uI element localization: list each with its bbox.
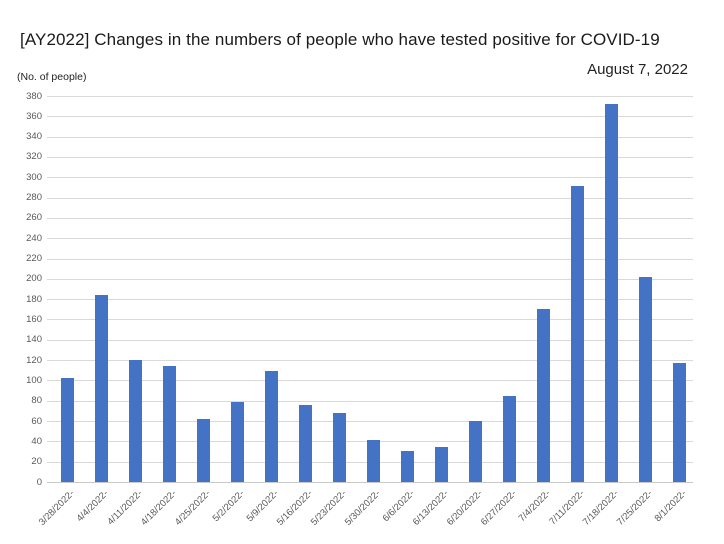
bar-4-11-2022-	[128, 360, 142, 482]
x-tick-label: 4/18/2022-	[138, 488, 179, 528]
bar-6-6-2022-	[400, 450, 414, 482]
y-tick-label: 220	[26, 253, 42, 265]
bar-5-30-2022-	[366, 440, 380, 482]
gridline-0	[47, 482, 693, 483]
x-tick-label: 4/25/2022-	[172, 488, 213, 528]
y-tick-label: 200	[26, 273, 42, 285]
y-tick-label: 0	[36, 476, 42, 488]
y-tick-label: 320	[26, 151, 42, 163]
y-tick-label: 300	[26, 171, 42, 183]
x-tick-label: 5/23/2022-	[308, 488, 349, 528]
chart-title: [AY2022] Changes in the numbers of peopl…	[20, 30, 660, 49]
x-tick-label: 4/11/2022-	[105, 488, 145, 528]
gridline-80	[47, 400, 693, 402]
y-tick-label: 360	[26, 110, 42, 122]
bar-7-25-2022-	[638, 276, 652, 482]
gridline-380	[47, 96, 693, 97]
y-tick-label: 60	[31, 415, 42, 427]
x-tick-label: 3/28/2022-	[36, 488, 77, 528]
gridline-280	[47, 197, 693, 199]
x-tick-label: 7/11/2022-	[547, 488, 587, 528]
bar-5-23-2022-	[332, 412, 346, 482]
x-tick-label: 6/27/2022-	[478, 488, 519, 528]
y-tick-label: 180	[26, 293, 42, 305]
gridline-340	[47, 136, 693, 138]
gridline-240	[47, 238, 693, 240]
bar-5-2-2022-	[230, 401, 244, 482]
x-tick-label: 5/16/2022-	[274, 488, 315, 528]
bar-5-16-2022-	[298, 404, 312, 482]
gridline-200	[47, 278, 693, 280]
gridline-320	[47, 156, 693, 158]
y-tick-label: 80	[31, 395, 42, 407]
x-tick-label: 7/18/2022-	[580, 488, 621, 528]
gridline-180	[47, 299, 693, 301]
gridline-120	[47, 360, 693, 362]
y-tick-label: 140	[26, 334, 42, 346]
y-tick-label: 380	[26, 90, 42, 102]
gridline-160	[47, 319, 693, 321]
gridline-100	[47, 380, 693, 382]
bar-4-4-2022-	[94, 295, 108, 482]
bar-4-25-2022-	[196, 419, 210, 482]
x-tick-label: 7/25/2022-	[614, 488, 655, 528]
x-tick-label: 6/13/2022-	[410, 488, 451, 528]
y-tick-label: 100	[26, 374, 42, 386]
x-tick-label: 5/30/2022-	[342, 488, 383, 528]
gridline-360	[47, 116, 693, 118]
y-tick-label: 340	[26, 131, 42, 143]
x-tick-label: 5/2/2022-	[210, 488, 247, 525]
gridline-60	[47, 421, 693, 423]
gridline-260	[47, 217, 693, 219]
gridline-300	[47, 177, 693, 179]
y-tick-label: 120	[26, 354, 42, 366]
y-tick-label: 240	[26, 232, 42, 244]
bar-3-28-2022-	[60, 378, 74, 482]
report-date: August 7, 2022	[587, 61, 688, 78]
bar-7-4-2022-	[536, 309, 550, 482]
bar-7-18-2022-	[604, 104, 618, 482]
x-tick-label: 6/20/2022-	[444, 488, 485, 528]
bar-6-27-2022-	[502, 395, 516, 482]
bar-6-20-2022-	[468, 421, 482, 482]
y-tick-label: 40	[31, 435, 42, 447]
bar-7-11-2022-	[570, 186, 584, 482]
plot-area: 0 20 40 60 80 100 120 140 160 180 200 220 240 260 280 3…	[26, 91, 693, 528]
y-axis-unit-label: (No. of people)	[17, 71, 87, 83]
gridline-140	[47, 339, 693, 341]
bar-8-1-2022-	[672, 363, 686, 482]
x-tick-label: 8/1/2022-	[652, 488, 689, 525]
y-tick-label: 20	[31, 456, 42, 468]
bar-5-9-2022-	[264, 371, 278, 482]
gridline-220	[47, 258, 693, 260]
y-tick-label: 160	[26, 313, 42, 325]
y-tick-label: 260	[26, 212, 42, 224]
bar-4-18-2022-	[162, 366, 176, 482]
bar-6-13-2022-	[434, 447, 448, 482]
y-tick-label: 280	[26, 192, 42, 204]
